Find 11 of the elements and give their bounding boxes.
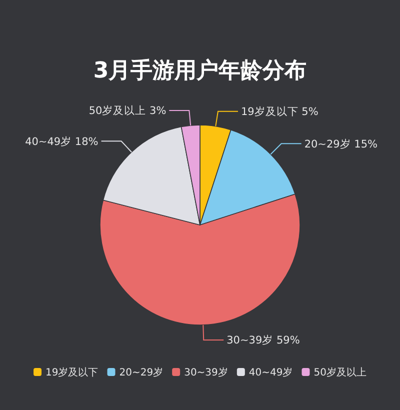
legend-label: 40~49岁 xyxy=(248,366,293,378)
chart-title: 3月手游用户年龄分布 xyxy=(93,58,307,84)
legend-label: 20~29岁 xyxy=(119,366,164,378)
category-label: 50岁及以上 3% xyxy=(88,105,166,118)
category-label: 40~49岁 18% xyxy=(25,136,98,148)
legend-label: 30~39岁 xyxy=(184,366,228,378)
category-label: 19岁及以下 5% xyxy=(240,106,318,118)
category-label: 30~39岁 59% xyxy=(226,334,300,347)
legend-label: 50岁及以上 xyxy=(314,366,366,378)
legend-label: 19岁及以下 xyxy=(46,366,98,378)
category-label: 20~29岁 15% xyxy=(304,138,378,150)
